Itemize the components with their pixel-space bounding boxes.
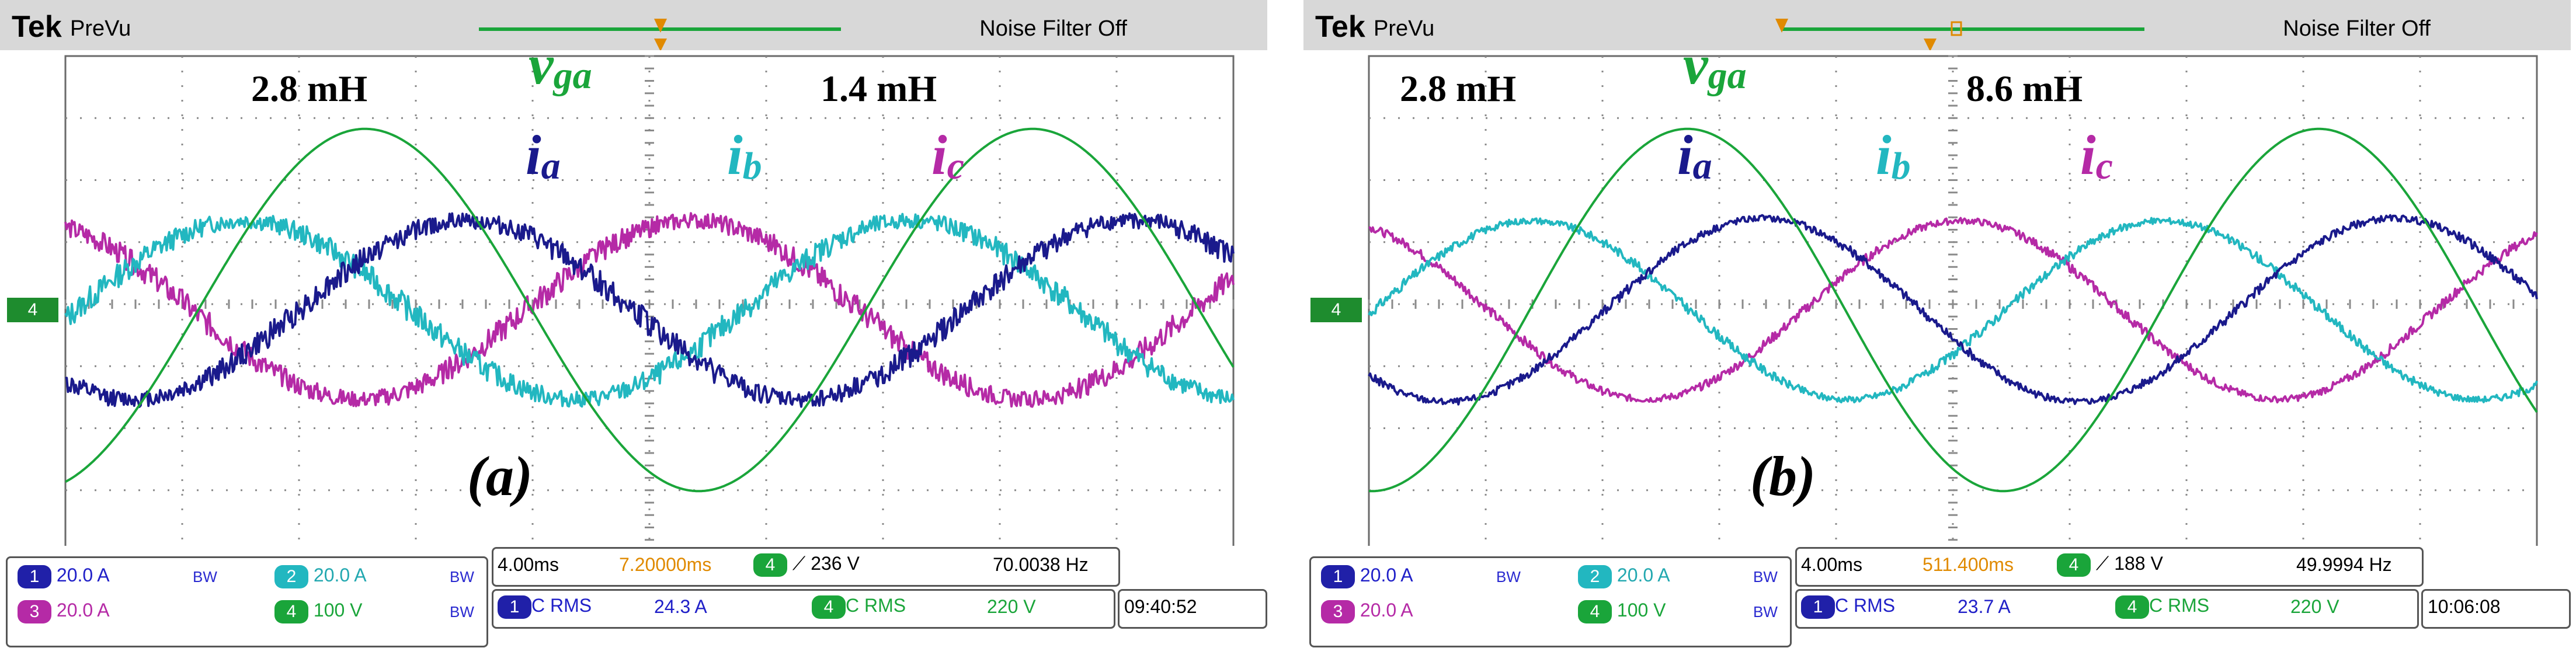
inductance-right-label: 1.4 mH: [821, 68, 937, 109]
graticule: [1368, 55, 2538, 553]
ib-label: ib: [1876, 124, 1911, 187]
ch4-scale: 4 100 V: [274, 600, 363, 623]
measurement-box[interactable]: [1795, 589, 2419, 629]
expansion-point-icon: [1924, 39, 1937, 50]
ic-waveform: [1368, 217, 2538, 404]
frequency-readout: 70.0038 Hz: [993, 554, 1089, 575]
ch4-ground-marker[interactable]: 4: [7, 298, 58, 322]
scope-topbar: Tek PreVu Noise Filter Off: [0, 0, 1267, 50]
ic-waveform: [64, 212, 1235, 408]
brand-logo: Tek: [12, 10, 62, 44]
ic-label: ic: [2080, 124, 2113, 187]
status-bar-b: 1 20.0 A BW 2 20.0 A BW 3 20.0 A 4 100 V…: [1303, 546, 2571, 648]
ch4-bw-label: BW: [450, 603, 474, 621]
ia-label: ia: [526, 124, 561, 187]
vga-waveform: [65, 127, 1235, 493]
meas2-value: 220 V: [987, 596, 1036, 617]
ch1-scale: 1 20.0 A: [1321, 565, 1413, 588]
timebase-value: 4.00ms: [498, 554, 559, 575]
trigger-readout: 4 ⟋ 236 V: [753, 553, 860, 577]
channel-scale-box[interactable]: [1309, 556, 1792, 647]
ib-waveform: [1368, 217, 2538, 403]
trigger-position-icon: [1775, 19, 1788, 33]
clock: 09:40:52: [1124, 596, 1197, 617]
status-bar-a: 1 20.0 A BW 2 20.0 A BW 3 20.0 A 4 100 V…: [0, 546, 1267, 648]
ch1-bw-label: BW: [1496, 568, 1521, 586]
panel-letter-b: (b): [1750, 445, 1816, 507]
frequency-readout: 49.9994 Hz: [2296, 554, 2392, 575]
ib-waveform: [64, 212, 1235, 408]
record-position-bar[interactable]: [1303, 0, 2571, 50]
inductance-right-label: 8.6 mH: [1966, 68, 2083, 109]
meas1-value: 23.7 A: [1958, 596, 2011, 617]
view-window-icon: [1951, 21, 1962, 36]
ch2-scale: 2 20.0 A: [1578, 565, 1670, 588]
vga-label: vga: [1683, 33, 1747, 97]
mode-label: PreVu: [1374, 16, 1435, 41]
noise-filter-status: Noise Filter Off: [979, 16, 1127, 41]
waveform-grid-b: [1368, 55, 2538, 553]
ch3-scale: 3 20.0 A: [18, 600, 110, 623]
waveform-display-b: [1368, 55, 2538, 553]
ic-label: ic: [931, 124, 964, 187]
clock: 10:06:08: [2428, 596, 2501, 617]
expansion-point-icon: [654, 39, 667, 50]
scope-panel-b: Tek PreVu Noise Filter Off 4 2.8 mH 8.6 …: [1303, 0, 2571, 648]
brand-logo: Tek: [1315, 10, 1365, 44]
scope-panel-a: Tek PreVu Noise Filter Off 4 2.8 mH 1.4 …: [0, 0, 1267, 648]
trigger-readout: 4 ⟋ 188 V: [2057, 553, 2163, 577]
ch2-scale: 2 20.0 A: [274, 565, 367, 588]
ia-waveform: [65, 212, 1235, 408]
clock-box: [1118, 589, 1267, 629]
vga-waveform: [1368, 127, 2538, 493]
trigger-position-icon: [654, 19, 667, 33]
channel-scale-box[interactable]: [6, 556, 488, 647]
ch1-scale: 1 20.0 A: [18, 565, 110, 588]
waveform-grid-a: [64, 55, 1235, 553]
time-offset-value: 511.400ms: [1923, 554, 2014, 575]
ch4-scale: 4 100 V: [1578, 600, 1666, 623]
mode-label: PreVu: [70, 16, 131, 41]
ch1-bw-label: BW: [193, 568, 217, 586]
timebase-box[interactable]: [1795, 547, 2424, 587]
meas1-value: 24.3 A: [654, 596, 707, 617]
ch2-bw-label: BW: [1753, 568, 1778, 586]
time-offset-value: 7.20000ms: [619, 554, 712, 575]
inductance-left-label: 2.8 mH: [1400, 68, 1517, 109]
timebase-box[interactable]: [492, 547, 1120, 587]
ia-waveform: [1368, 214, 2538, 406]
waveform-display-a: [64, 55, 1235, 553]
ch4-bw-label: BW: [1753, 603, 1778, 621]
ia-label: ia: [1677, 124, 1712, 187]
ch3-scale: 3 20.0 A: [1321, 600, 1413, 623]
record-position-bar[interactable]: [0, 0, 1267, 50]
vga-label: vga: [529, 33, 592, 97]
noise-filter-status: Noise Filter Off: [2283, 16, 2431, 41]
ib-label: ib: [727, 124, 762, 187]
panel-letter-a: (a): [467, 445, 533, 507]
scope-topbar: Tek PreVu Noise Filter Off: [1303, 0, 2571, 50]
timebase-value: 4.00ms: [1801, 554, 1862, 575]
clock-box: [2421, 589, 2571, 629]
ch2-bw-label: BW: [450, 568, 474, 586]
meas2-value: 220 V: [2290, 596, 2339, 617]
inductance-left-label: 2.8 mH: [251, 68, 368, 109]
measurement-box[interactable]: [492, 589, 1115, 629]
ch4-ground-marker[interactable]: 4: [1310, 298, 1362, 322]
